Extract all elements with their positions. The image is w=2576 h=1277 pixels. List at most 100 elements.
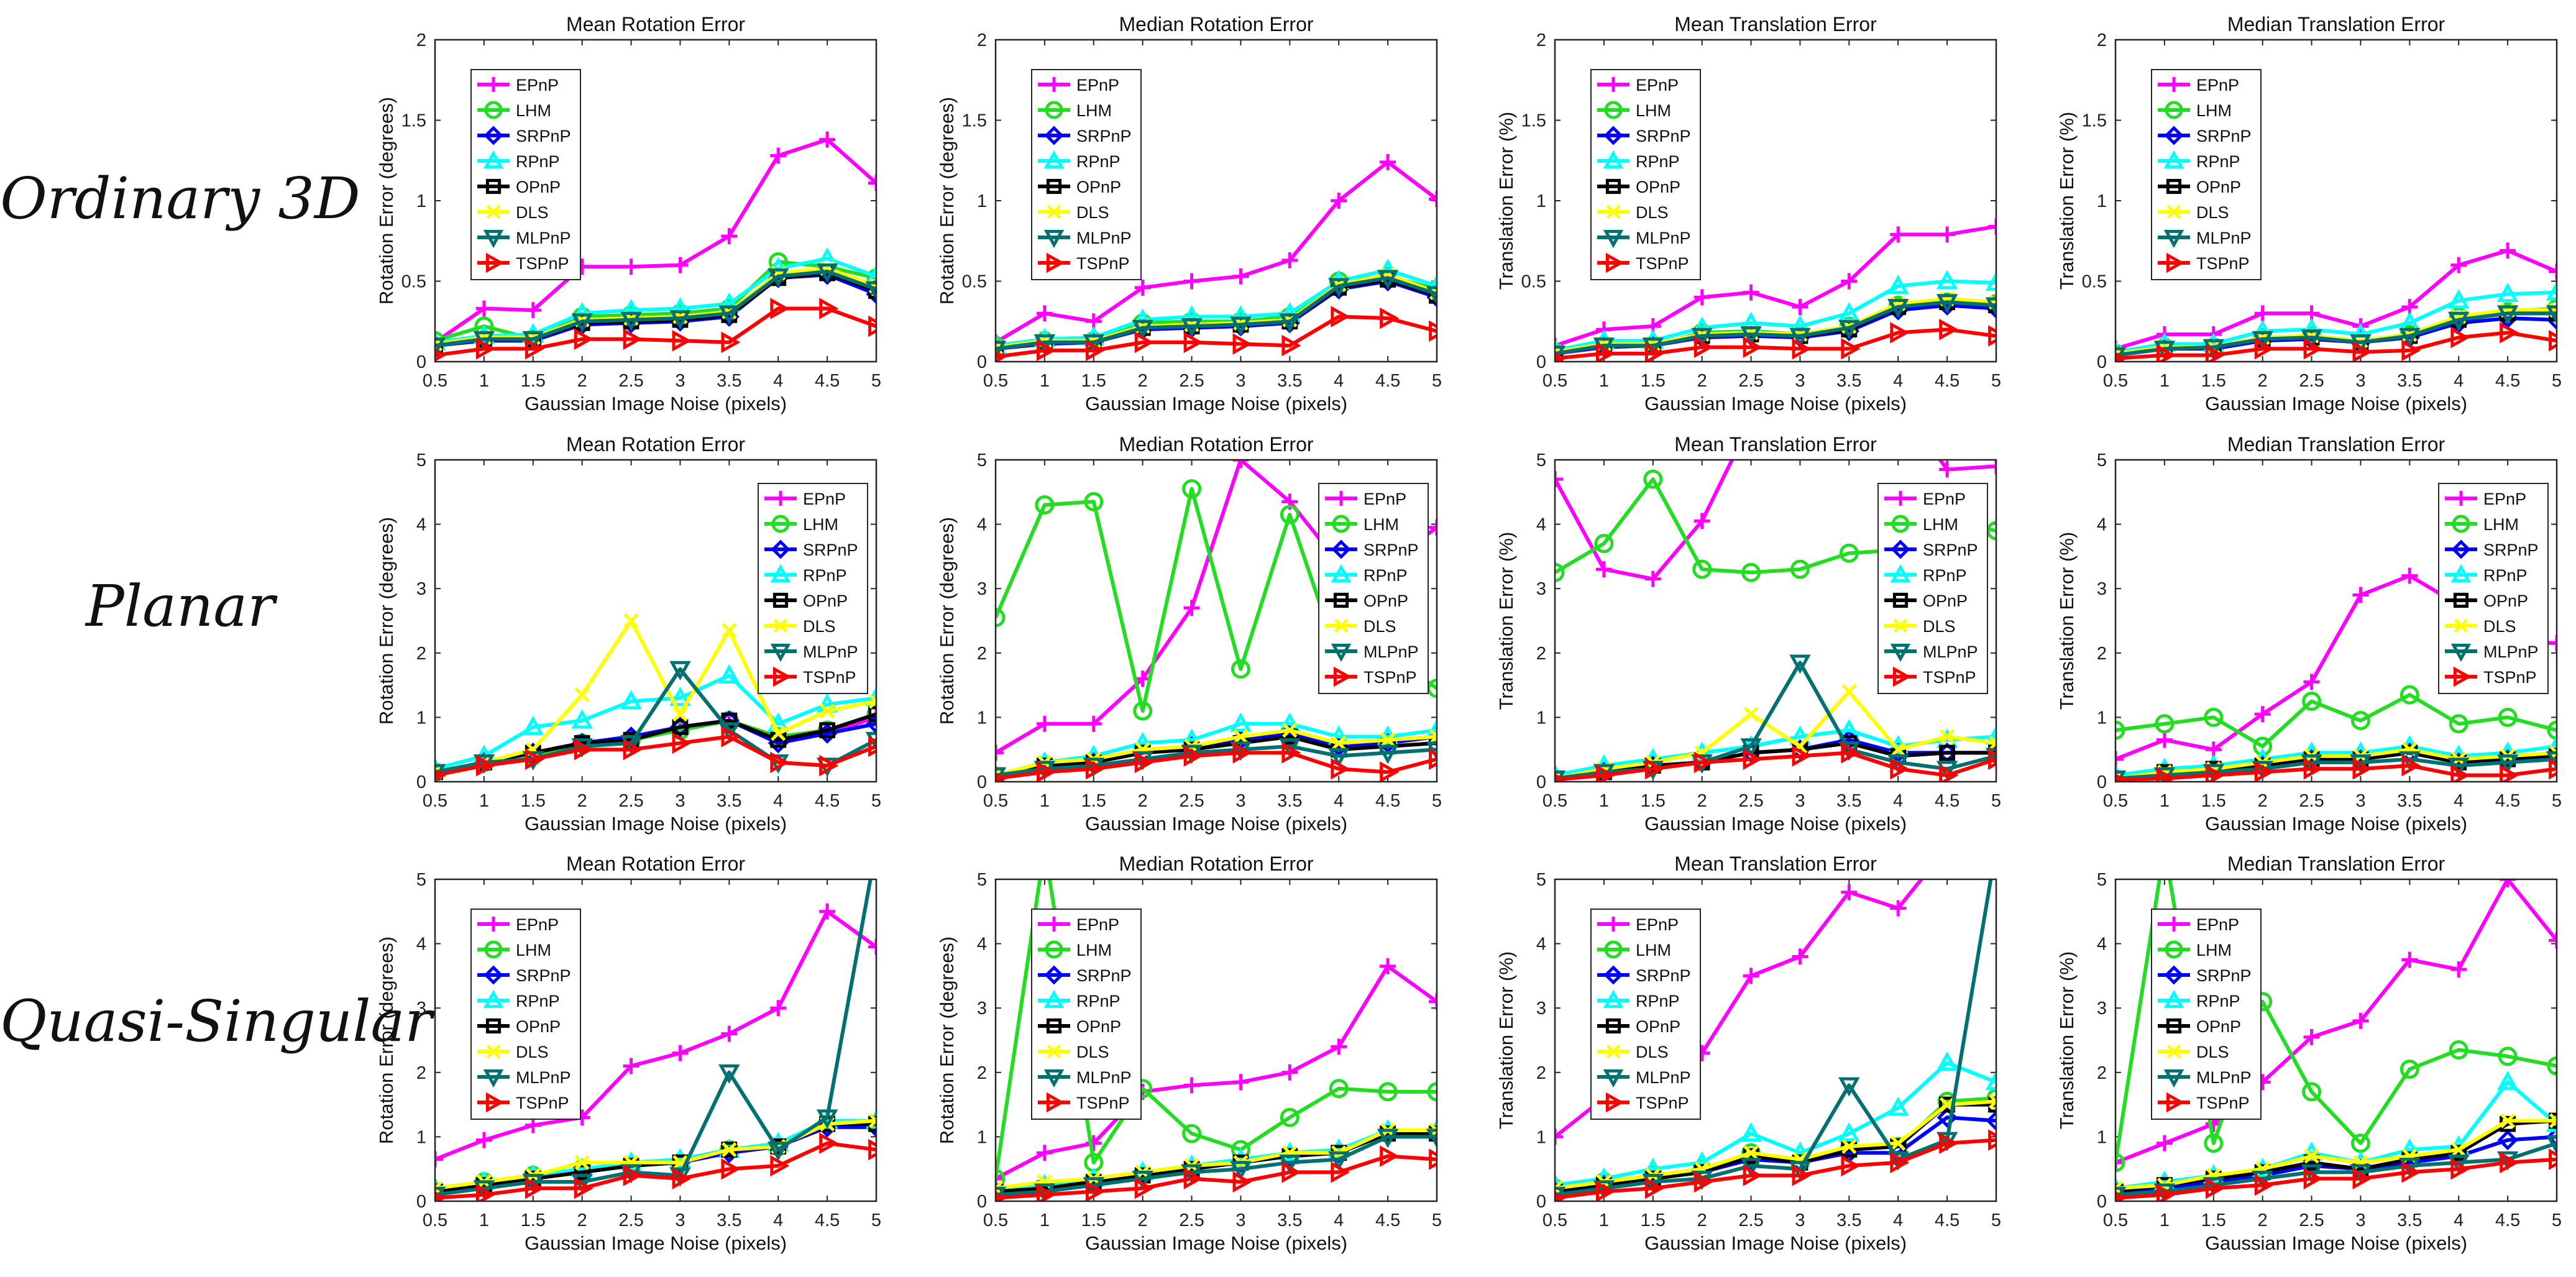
- series-line-epnp: [435, 909, 876, 1161]
- legend-marker-dls: [1047, 1044, 1061, 1059]
- data-point-tspnp: [2500, 322, 2519, 344]
- x-tick-label: 3: [2355, 371, 2365, 391]
- legend: EPnP LHM SRPnP RPnP OPnP DLS MLPnP TSPnP: [470, 69, 581, 280]
- data-point-tspnp: [525, 1178, 544, 1199]
- x-tick-label: 1: [1040, 791, 1050, 811]
- data-point-tspnp: [2450, 326, 2470, 349]
- data-point-lhm: [866, 268, 876, 288]
- series-layer: [2115, 879, 2557, 1201]
- data-point-lhm: [1037, 839, 1053, 855]
- x-tick-label: 3.5: [717, 371, 741, 391]
- x-tick-label: 5: [1991, 1211, 2001, 1230]
- data-point-lhm: [1329, 1079, 1349, 1099]
- legend-marker-lhm: [484, 101, 503, 119]
- data-point-mlpnp: [718, 305, 740, 325]
- legend: EPnP LHM SRPnP RPnP OPnP DLS MLPnP TSPnP: [1877, 483, 1988, 694]
- data-point-rpnp: [1230, 712, 1252, 732]
- x-tick-label: 1.5: [1641, 371, 1666, 391]
- x-axis-label: Gaussian Image Noise (pixels): [2205, 1232, 2467, 1254]
- data-point-lhm: [1280, 1107, 1299, 1127]
- data-point-lhm: [1986, 1088, 1996, 1108]
- data-point-tspnp: [1232, 333, 1252, 355]
- series-layer: [996, 460, 1437, 782]
- legend-marker-srpnp: [771, 539, 791, 559]
- legend-label-epnp: EPnP: [1076, 915, 1119, 934]
- data-point-tspnp: [1694, 751, 1713, 774]
- series-line-epnp: [1555, 460, 1996, 581]
- axes-box: [2114, 39, 2558, 363]
- x-tick-label: 2.5: [1738, 791, 1763, 811]
- x-tick-label: 3: [1795, 791, 1805, 811]
- legend-label-opnp: OPnP: [2196, 178, 2241, 196]
- data-point-epnp: [1429, 519, 1437, 536]
- data-point-lhm: [1280, 505, 1299, 524]
- data-point-mlpnp: [1132, 319, 1153, 339]
- data-point-tspnp: [1555, 773, 1567, 782]
- data-point-tspnp: [1429, 320, 1437, 342]
- data-point-epnp: [1743, 413, 1759, 429]
- x-tick-label: 3: [675, 791, 685, 811]
- legend-marker-lhm: [2452, 515, 2470, 533]
- data-point-mlpnp: [1327, 278, 1350, 298]
- data-point-lhm: [2498, 707, 2518, 727]
- x-tick-label: 1.5: [521, 791, 546, 811]
- data-point-epnp: [2549, 635, 2557, 652]
- data-point-tspnp: [770, 751, 790, 774]
- x-axis-label: Gaussian Image Noise (pixels): [525, 393, 787, 414]
- x-tick-label: 5: [1432, 371, 1442, 391]
- y-tick-label: 2: [977, 644, 987, 664]
- data-point-epnp: [475, 300, 492, 317]
- data-point-tspnp: [1743, 336, 1762, 358]
- x-axis-label: Gaussian Image Noise (pixels): [525, 1232, 787, 1254]
- legend-label-rpnp: RPnP: [1076, 992, 1121, 1010]
- legend-marker-tspnp: [1605, 252, 1625, 273]
- data-point-tspnp: [1890, 322, 1910, 344]
- legend-label-epnp: EPnP: [1364, 490, 1406, 508]
- chart-title: Median Translation Error: [2227, 433, 2445, 455]
- x-tick-label: 0.5: [983, 371, 1008, 391]
- data-point-tspnp: [1555, 352, 1567, 362]
- data-point-lhm: [2204, 1133, 2224, 1153]
- x-tick-label: 3.5: [1277, 371, 1302, 391]
- data-point-epnp: [1792, 298, 1808, 315]
- series-line-tspnp: [435, 735, 876, 777]
- data-point-tspnp: [1792, 1165, 1812, 1186]
- legend-marker-tspnp: [2166, 1092, 2185, 1113]
- data-point-dls: [868, 693, 876, 709]
- series-layer: [2115, 242, 2557, 362]
- y-axis-label: Translation Error (%): [2056, 951, 2078, 1130]
- data-point-tspnp: [1988, 1129, 1996, 1151]
- data-point-lhm: [1839, 543, 1859, 563]
- legend-marker-mlpnp: [1043, 1069, 1065, 1088]
- legend-marker-opnp: [485, 1018, 502, 1034]
- y-axis-label: Rotation Error (degrees): [936, 936, 958, 1144]
- data-point-epnp: [623, 1058, 639, 1074]
- legend-label-mlpnp: MLPnP: [1636, 1068, 1691, 1087]
- data-point-lhm: [1643, 469, 1663, 489]
- data-point-epnp: [2450, 257, 2467, 273]
- legend-label-opnp: OPnP: [1923, 592, 1968, 610]
- series-line-dls: [2115, 748, 2557, 780]
- legend-label-rpnp: RPnP: [1636, 152, 1680, 171]
- data-point-epnp: [1281, 1064, 1298, 1081]
- data-point-lhm: [1555, 562, 1565, 582]
- legend-label-opnp: OPnP: [516, 1017, 561, 1036]
- data-point-mlpnp: [1279, 313, 1301, 333]
- legend-marker-epnp: [1047, 77, 1061, 92]
- x-tick-label: 3.5: [2397, 791, 2422, 811]
- legend-marker-opnp: [1046, 178, 1062, 195]
- data-point-epnp: [1939, 461, 1956, 478]
- legend-label-mlpnp: MLPnP: [1636, 229, 1691, 247]
- legend-marker-epnp: [2454, 491, 2468, 506]
- legend-label-mlpnp: MLPnP: [516, 229, 571, 247]
- data-point-epnp: [721, 1025, 738, 1042]
- data-point-tspnp: [1331, 758, 1350, 780]
- legend-marker-srpnp: [1603, 126, 1623, 145]
- legend-label-mlpnp: MLPnP: [2483, 643, 2539, 661]
- data-point-lhm: [2449, 1040, 2468, 1060]
- y-tick-label: 5: [977, 870, 987, 890]
- y-tick-label: 0: [977, 352, 987, 372]
- data-point-dls: [1743, 707, 1759, 722]
- legend-label-tspnp: TSPnP: [1076, 254, 1130, 273]
